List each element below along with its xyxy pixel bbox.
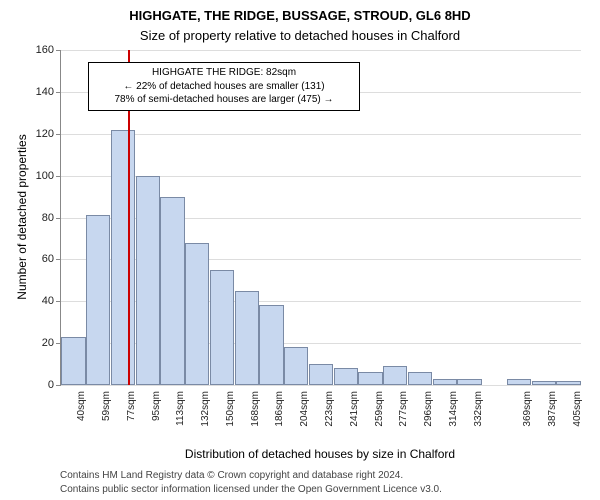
x-tick-label: 77sqm [126,391,137,446]
gridline [61,50,581,51]
x-tick-label: 113sqm [175,391,186,446]
histogram-bar [160,197,184,385]
histogram-bar [111,130,135,385]
histogram-bar [507,379,531,385]
y-tick-label: 20 [14,337,54,349]
histogram-bar [309,364,333,385]
property-size-histogram: HIGHGATE, THE RIDGE, BUSSAGE, STROUD, GL… [0,0,600,500]
y-tick-label: 160 [14,44,54,56]
gridline [61,134,581,135]
histogram-bar [433,379,457,385]
annotation-line-smaller: ← 22% of detached houses are smaller (13… [95,80,353,94]
x-tick-label: 59sqm [101,391,112,446]
y-tick-label: 120 [14,128,54,140]
histogram-bar [185,243,209,385]
annotation-line-larger: 78% of semi-detached houses are larger (… [95,93,353,107]
histogram-bar [136,176,160,385]
x-tick-label: 150sqm [225,391,236,446]
y-tick-mark [56,385,61,386]
x-tick-label: 40sqm [76,391,87,446]
histogram-bar [210,270,234,385]
histogram-bar [457,379,481,385]
histogram-bar [61,337,85,385]
y-tick-label: 60 [14,253,54,265]
histogram-bar [532,381,556,385]
copyright-line2: Contains public sector information licen… [60,484,442,495]
x-tick-label: 95sqm [151,391,162,446]
histogram-bar [556,381,580,385]
histogram-bar [408,372,432,385]
x-tick-label: 405sqm [572,391,583,446]
histogram-bar [358,372,382,385]
annotation-line-title: HIGHGATE THE RIDGE: 82sqm [95,66,353,80]
histogram-bar [284,347,308,385]
x-tick-label: 277sqm [398,391,409,446]
histogram-bar [235,291,259,385]
y-tick-label: 100 [14,170,54,182]
histogram-bar [383,366,407,385]
y-tick-label: 80 [14,212,54,224]
y-tick-label: 0 [14,379,54,391]
x-tick-label: 332sqm [473,391,484,446]
x-tick-label: 314sqm [448,391,459,446]
x-tick-label: 369sqm [522,391,533,446]
y-ticks: 020406080100120140160 [0,50,60,385]
x-tick-label: 132sqm [200,391,211,446]
x-tick-label: 296sqm [423,391,434,446]
y-tick-label: 40 [14,295,54,307]
x-tick-label: 223sqm [324,391,335,446]
copyright-line1: Contains HM Land Registry data © Crown c… [60,470,403,481]
x-tick-label: 204sqm [299,391,310,446]
gridline [61,385,581,386]
x-tick-label: 186sqm [274,391,285,446]
x-tick-label: 168sqm [250,391,261,446]
x-tick-label: 259sqm [374,391,385,446]
histogram-bar [259,305,283,385]
histogram-bar [334,368,358,385]
annotation-box: HIGHGATE THE RIDGE: 82sqm ← 22% of detac… [88,62,360,111]
chart-subtitle: Size of property relative to detached ho… [0,28,600,43]
chart-title-address: HIGHGATE, THE RIDGE, BUSSAGE, STROUD, GL… [0,8,600,23]
histogram-bar [86,215,110,385]
x-ticks: 40sqm 59sqm 77sqm 95sqm 113sqm 132sqm 150sqm 16… [60,390,580,450]
x-tick-label: 241sqm [349,391,360,446]
x-axis-label: Distribution of detached houses by size … [60,447,580,461]
y-tick-label: 140 [14,86,54,98]
x-tick-label: 387sqm [547,391,558,446]
